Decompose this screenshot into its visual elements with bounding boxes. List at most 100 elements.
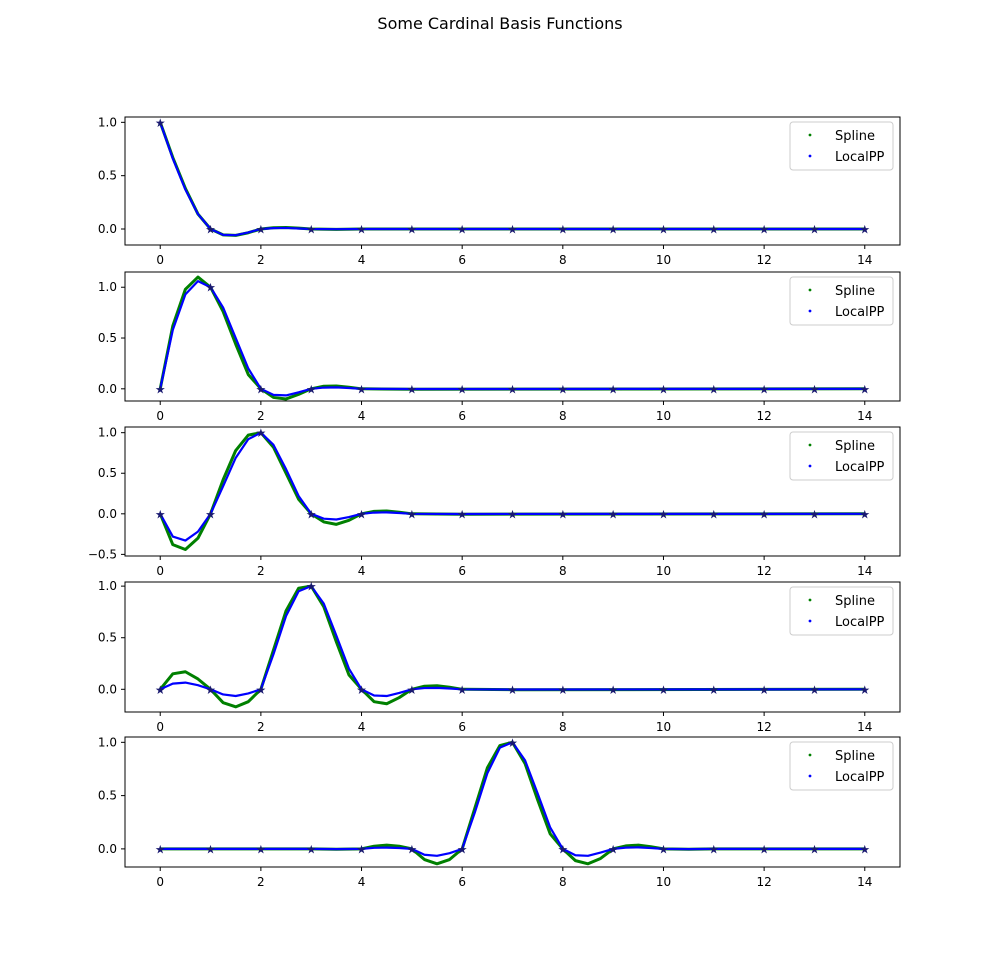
y-tick-label: 0.0 bbox=[98, 507, 117, 521]
legend: Spline LocalPP bbox=[789, 431, 894, 481]
x-tick-label: 8 bbox=[559, 409, 567, 423]
node-marker: ★ bbox=[809, 382, 820, 396]
x-tick-label: 4 bbox=[358, 720, 366, 734]
series-line-spline bbox=[159, 584, 865, 709]
x-tick-label: 14 bbox=[857, 409, 872, 423]
node-marker: ★ bbox=[759, 507, 770, 521]
legend-marker bbox=[808, 464, 812, 468]
x-tick-label: 2 bbox=[257, 720, 265, 734]
node-marker: ★ bbox=[809, 683, 820, 697]
node-marker: ★ bbox=[759, 382, 770, 396]
x-tick-label: 4 bbox=[358, 253, 366, 267]
node-marker: ★ bbox=[759, 683, 770, 697]
x-tick-label: 14 bbox=[857, 253, 872, 267]
legend-label: LocalPP bbox=[835, 615, 885, 630]
y-tick-label: 0.5 bbox=[98, 169, 117, 183]
y-tick-label: 0.0 bbox=[98, 382, 117, 396]
legend: Spline LocalPP bbox=[789, 741, 894, 791]
x-tick-label: 4 bbox=[358, 875, 366, 889]
node-marker: ★ bbox=[155, 842, 166, 856]
x-tick-label: 0 bbox=[156, 720, 164, 734]
node-marker: ★ bbox=[205, 683, 216, 697]
x-tick-label: 2 bbox=[257, 409, 265, 423]
node-marker: ★ bbox=[658, 382, 669, 396]
node-marker: ★ bbox=[608, 507, 619, 521]
y-tick-label: 0.5 bbox=[98, 331, 117, 345]
axes-frame bbox=[124, 581, 901, 713]
x-tick-label: 10 bbox=[656, 720, 671, 734]
node-marker: ★ bbox=[306, 382, 317, 396]
node-marker: ★ bbox=[255, 223, 266, 237]
node-marker: ★ bbox=[759, 842, 770, 856]
legend: Spline LocalPP bbox=[789, 586, 894, 636]
series-line-spline bbox=[158, 275, 865, 401]
node-marker: ★ bbox=[457, 683, 468, 697]
x-tick-label: 12 bbox=[756, 253, 771, 267]
axes-frame bbox=[124, 736, 901, 868]
node-marker: ★ bbox=[507, 683, 518, 697]
subplot-4: ★ ★ ★ ★ ★ ★ ★ ★ ★ ★ ★ ★ ★ ★ ★ 0 2 4 6 8 10 12 14 0.0 0.5 1.0 Splin… bbox=[98, 579, 901, 734]
x-tick-label: 14 bbox=[857, 564, 872, 578]
node-marker: ★ bbox=[658, 842, 669, 856]
x-tick-label: 4 bbox=[358, 409, 366, 423]
series-line-spline bbox=[158, 121, 865, 237]
node-marker: ★ bbox=[457, 842, 468, 856]
x-tick-label: 12 bbox=[756, 409, 771, 423]
x-tick-label: 2 bbox=[257, 253, 265, 267]
node-marker: ★ bbox=[205, 223, 216, 237]
x-tick-label: 6 bbox=[458, 720, 466, 734]
subplot-1: ★ ★ ★ ★ ★ ★ ★ ★ ★ ★ ★ ★ ★ ★ ★ 0 2 4 6 8 10 12 14 0.0 0.5 1.0 Splin… bbox=[98, 115, 901, 267]
node-marker: ★ bbox=[608, 683, 619, 697]
subplot-3: ★ ★ ★ ★ ★ ★ ★ ★ ★ ★ ★ ★ ★ ★ ★ 0 2 4 6 8 10 12 14 −0.5 0.0 0.5 1.0 S… bbox=[88, 426, 901, 578]
node-marker: ★ bbox=[155, 683, 166, 697]
legend-label: Spline bbox=[835, 129, 875, 144]
node-marker: ★ bbox=[356, 382, 367, 396]
legend-marker bbox=[808, 154, 812, 158]
legend-marker bbox=[808, 443, 812, 447]
node-marker: ★ bbox=[406, 223, 417, 237]
y-tick-label: 1.0 bbox=[98, 735, 117, 749]
legend-box bbox=[789, 741, 894, 791]
y-tick-label: 0.5 bbox=[98, 789, 117, 803]
node-marker: ★ bbox=[507, 382, 518, 396]
x-tick-label: 12 bbox=[756, 564, 771, 578]
node-marker: ★ bbox=[859, 507, 870, 521]
x-tick-label: 6 bbox=[458, 253, 466, 267]
x-tick-label: 0 bbox=[156, 564, 164, 578]
node-marker: ★ bbox=[155, 116, 166, 130]
x-tick-label: 10 bbox=[656, 564, 671, 578]
legend-marker bbox=[808, 619, 812, 623]
node-marker: ★ bbox=[708, 382, 719, 396]
y-tick-label: 0.5 bbox=[98, 466, 117, 480]
y-tick-label: 0.0 bbox=[98, 222, 117, 236]
node-marker: ★ bbox=[658, 223, 669, 237]
node-marker: ★ bbox=[406, 683, 417, 697]
series-line-spline bbox=[158, 431, 865, 552]
node-marker: ★ bbox=[557, 507, 568, 521]
node-marker: ★ bbox=[557, 382, 568, 396]
series-line-localpp bbox=[159, 121, 865, 237]
x-tick-label: 8 bbox=[559, 720, 567, 734]
subplot-5: ★ ★ ★ ★ ★ ★ ★ ★ ★ ★ ★ ★ ★ ★ ★ 0 2 4 6 8 10 12 14 0.0 0.5 1.0 Splin… bbox=[98, 735, 901, 889]
node-marker: ★ bbox=[658, 507, 669, 521]
legend-label: LocalPP bbox=[835, 770, 885, 785]
x-tick-label: 0 bbox=[156, 253, 164, 267]
node-marker: ★ bbox=[406, 842, 417, 856]
node-marker: ★ bbox=[507, 736, 518, 750]
node-marker: ★ bbox=[205, 281, 216, 295]
node-marker: ★ bbox=[406, 507, 417, 521]
node-marker: ★ bbox=[155, 382, 166, 396]
legend-marker bbox=[808, 288, 812, 292]
legend-box bbox=[789, 121, 894, 171]
y-tick-label: 1.0 bbox=[98, 280, 117, 294]
axes-frame bbox=[124, 426, 901, 557]
series-line-localpp bbox=[159, 585, 865, 698]
node-marker: ★ bbox=[708, 683, 719, 697]
legend-box bbox=[789, 586, 894, 636]
node-marker: ★ bbox=[557, 223, 568, 237]
x-tick-label: 6 bbox=[458, 564, 466, 578]
legend: Spline LocalPP bbox=[789, 121, 894, 171]
axes-frame bbox=[124, 116, 901, 246]
node-marker: ★ bbox=[809, 842, 820, 856]
